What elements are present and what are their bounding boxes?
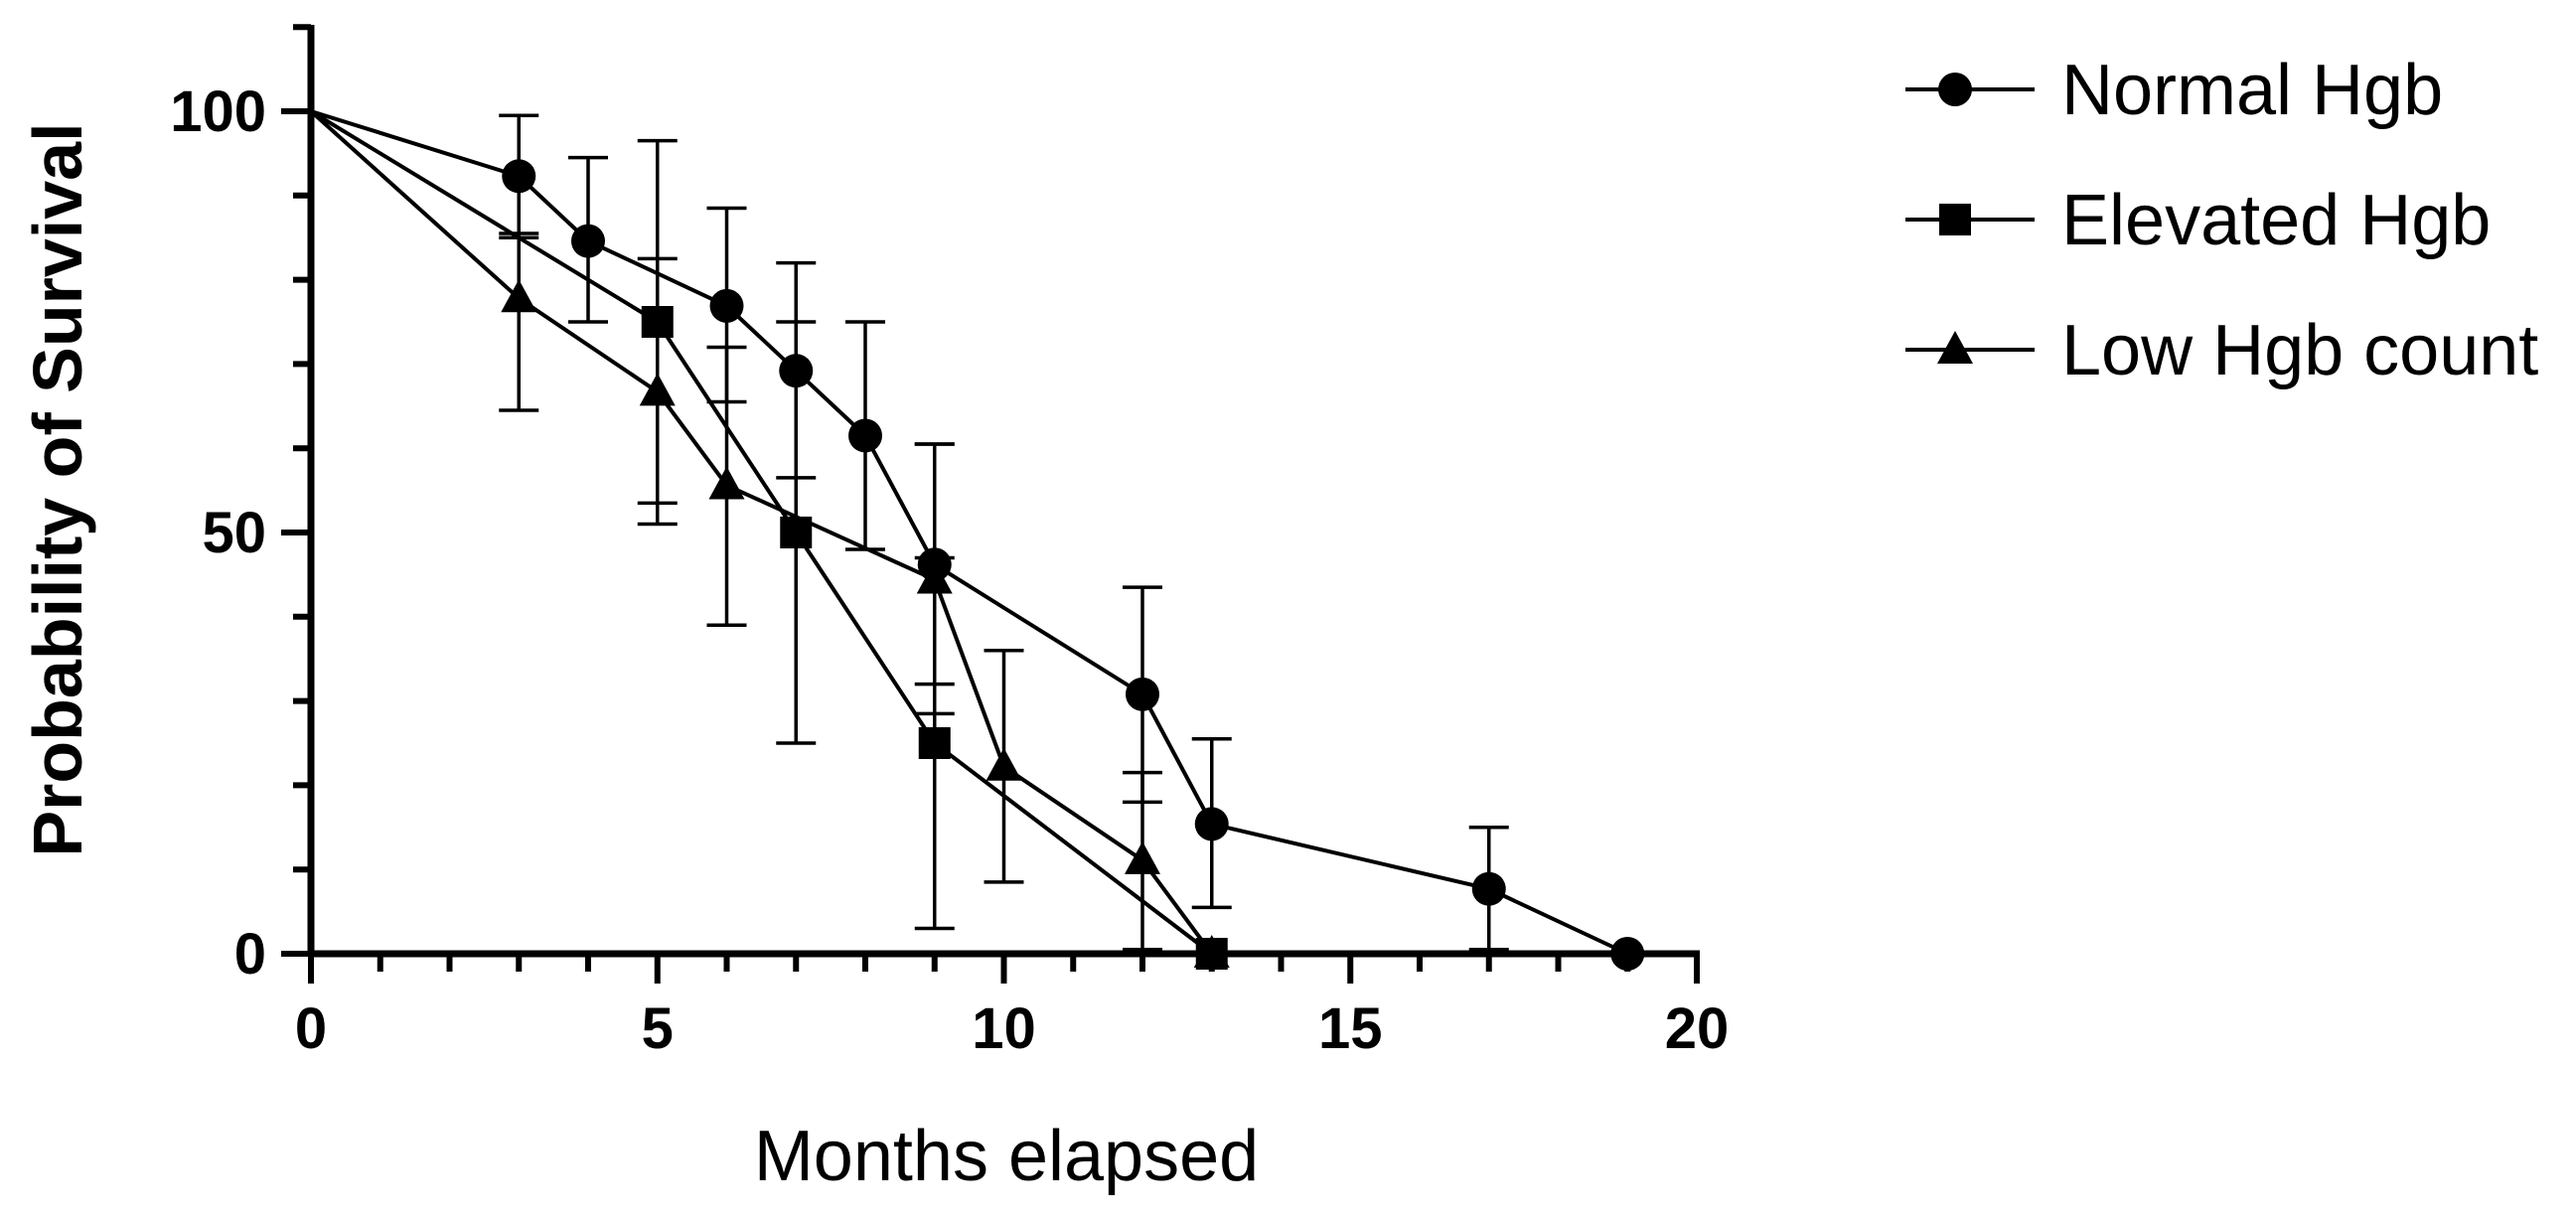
legend-marker-low-hgb-count bbox=[1937, 331, 1973, 364]
data-point-elevated-hgb bbox=[641, 306, 674, 338]
legend-marker-elevated-hgb bbox=[1939, 204, 1971, 235]
y-tick-label: 50 bbox=[202, 501, 266, 565]
x-tick-label: 0 bbox=[295, 996, 327, 1061]
data-point-normal-hgb bbox=[1126, 677, 1159, 711]
data-point-low-hgb-count bbox=[1125, 840, 1160, 874]
data-point-normal-hgb bbox=[709, 288, 744, 323]
data-point-low-hgb-count bbox=[501, 279, 537, 313]
tick-labels: 0 5 10 15 20 0 50 100 bbox=[170, 79, 1729, 1061]
series-markers bbox=[501, 159, 1645, 971]
data-point-low-hgb-count bbox=[985, 747, 1022, 781]
data-point-normal-hgb bbox=[848, 418, 882, 453]
data-point-normal-hgb bbox=[502, 159, 536, 194]
legend-marker-normal-hgb bbox=[1938, 73, 1972, 106]
legend: Normal Hgb Elevated Hgb Low Hgb count bbox=[1905, 51, 2538, 390]
data-point-normal-hgb bbox=[1471, 871, 1506, 906]
data-point-normal-hgb bbox=[779, 354, 814, 388]
data-point-normal-hgb bbox=[1194, 807, 1229, 841]
data-point-normal-hgb bbox=[571, 224, 605, 258]
error-bars bbox=[499, 113, 1509, 952]
axes bbox=[281, 24, 1700, 984]
legend-label-normal-hgb: Normal Hgb bbox=[2061, 51, 2443, 130]
data-point-low-hgb-count bbox=[639, 373, 676, 406]
x-tick-label: 15 bbox=[1318, 996, 1383, 1061]
x-axis-title: Months elapsed bbox=[754, 1117, 1259, 1196]
data-point-normal-hgb bbox=[1610, 937, 1645, 971]
series-line-elevated-hgb bbox=[309, 109, 1213, 956]
x-tick-label: 20 bbox=[1665, 996, 1730, 1061]
x-tick-label: 5 bbox=[642, 996, 674, 1061]
legend-label-elevated-hgb: Elevated Hgb bbox=[2061, 181, 2491, 260]
data-point-low-hgb-count bbox=[1193, 935, 1230, 968]
data-point-elevated-hgb bbox=[918, 727, 951, 759]
legend-label-low-hgb-count: Low Hgb count bbox=[2061, 311, 2538, 390]
y-tick-label: 100 bbox=[170, 79, 266, 144]
y-tick-label: 0 bbox=[234, 922, 266, 987]
data-point-low-hgb-count bbox=[916, 560, 953, 594]
x-tick-label: 10 bbox=[972, 996, 1036, 1061]
series-line-low-hgb-count bbox=[309, 109, 1214, 956]
data-point-elevated-hgb bbox=[780, 517, 813, 548]
data-point-low-hgb-count bbox=[708, 466, 745, 500]
y-axis-title: Probability of Survival bbox=[19, 122, 96, 856]
